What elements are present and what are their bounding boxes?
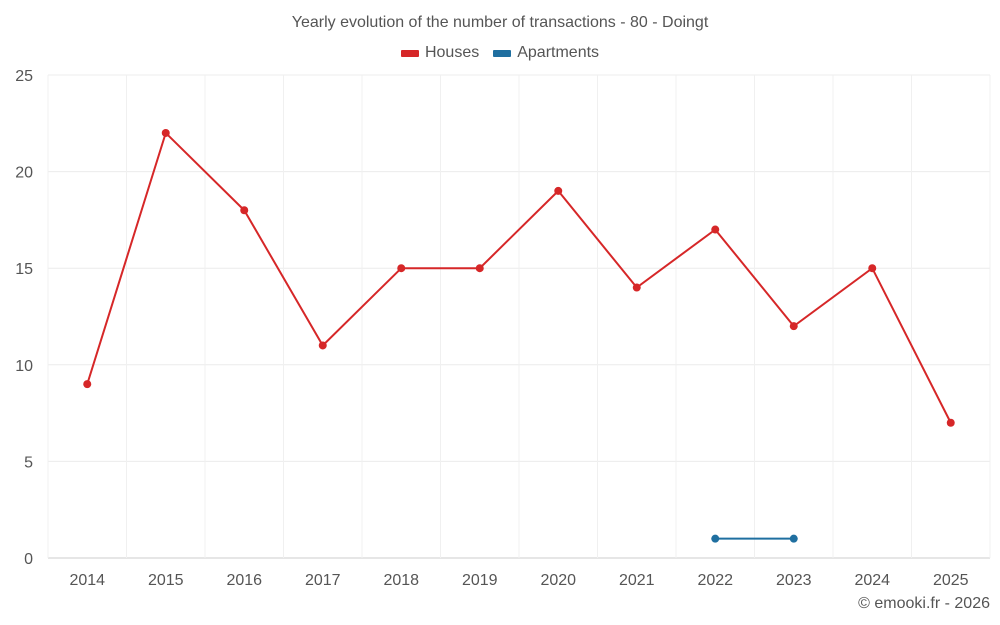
grid-lines	[47, 74, 991, 559]
legend-swatch-apartments	[493, 49, 512, 57]
y-tick-label: 10	[15, 358, 33, 375]
legend-swatch-houses	[400, 49, 419, 57]
data-point-houses[interactable]	[789, 322, 798, 331]
chart-title: Yearly evolution of the number of transa…	[291, 14, 709, 31]
legend-label-apartments: Apartments	[517, 44, 600, 61]
legend-label-houses: Houses	[424, 44, 480, 61]
data-point-houses[interactable]	[240, 206, 249, 215]
y-tick-label: 25	[15, 68, 33, 85]
y-tick-label: 20	[15, 165, 33, 182]
x-tick-label: 2024	[854, 572, 890, 589]
data-point-houses[interactable]	[868, 264, 877, 273]
x-axis: 2014 2015 2016 2017 2018 2019 2020 2021 2022 2023…	[69, 572, 968, 589]
data-point-houses[interactable]	[318, 341, 327, 350]
data-point-houses[interactable]	[632, 283, 641, 292]
data-point-houses[interactable]	[946, 418, 955, 427]
x-tick-label: 2025	[933, 572, 969, 589]
x-tick-label: 2023	[776, 572, 812, 589]
data-point-houses[interactable]	[475, 264, 484, 273]
series-line-houses	[86, 131, 952, 424]
x-tick-label: 2014	[69, 572, 105, 589]
data-point-houses[interactable]	[161, 128, 170, 137]
x-tick-label: 2021	[619, 572, 655, 589]
x-tick-label: 2015	[148, 572, 184, 589]
y-tick-label: 0	[24, 551, 33, 568]
data-point-houses[interactable]	[711, 225, 720, 234]
series-layer	[83, 128, 955, 543]
data-point-houses[interactable]	[397, 264, 406, 273]
y-tick-label: 15	[15, 261, 33, 278]
y-tick-label: 5	[24, 454, 33, 471]
data-point-houses[interactable]	[83, 380, 92, 389]
chart-legend: Houses Apartments	[0, 44, 1000, 62]
credit-text: © emooki.fr - 2026	[858, 595, 990, 612]
x-tick-label: 2019	[462, 572, 498, 589]
data-point-apartments[interactable]	[789, 534, 798, 543]
x-tick-label: 2017	[305, 572, 341, 589]
x-tick-label: 2020	[540, 572, 576, 589]
x-tick-label: 2016	[226, 572, 262, 589]
data-point-houses[interactable]	[554, 186, 563, 195]
data-point-apartments[interactable]	[711, 534, 720, 543]
legend-item-apartments[interactable]: Apartments	[493, 44, 599, 62]
x-tick-label: 2022	[697, 572, 733, 589]
x-tick-label: 2018	[383, 572, 419, 589]
y-axis: 0 5 10 15 20 25	[15, 68, 33, 568]
legend-item-houses[interactable]: Houses	[400, 44, 480, 62]
